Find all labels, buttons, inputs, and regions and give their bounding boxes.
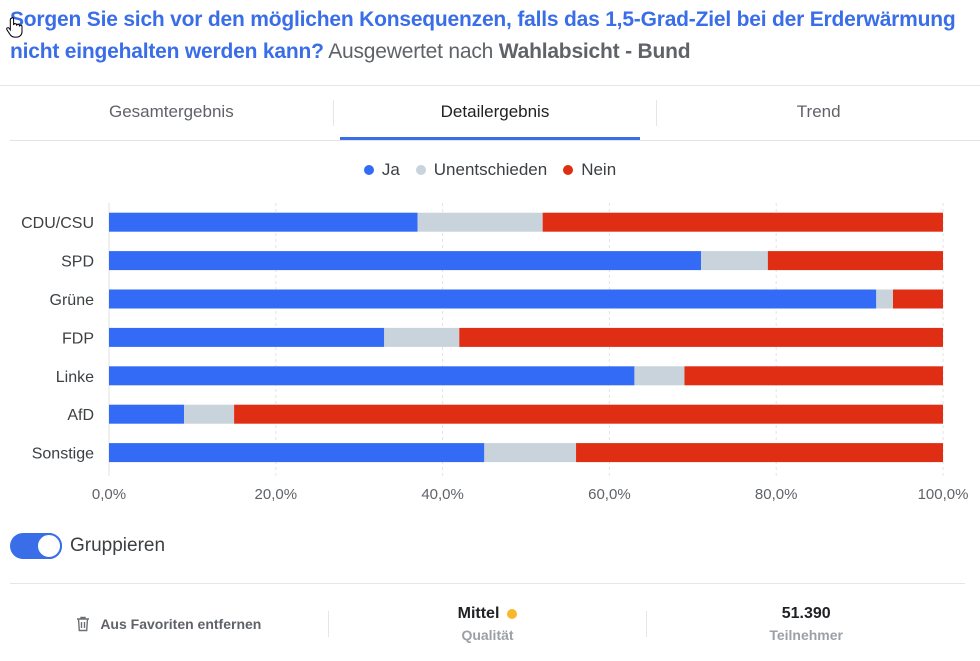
x-tick-label: 20,0%	[255, 486, 298, 503]
quality-value: Mittel	[457, 605, 500, 622]
bar-segment-nein[interactable]	[684, 366, 943, 386]
category-label: AfD	[67, 407, 94, 424]
group-toggle[interactable]	[10, 533, 62, 559]
bar-segment-unentschieden[interactable]	[634, 366, 685, 386]
bar-segment-nein[interactable]	[234, 404, 944, 424]
evaluated-prefix: Ausgewertet nach	[328, 40, 494, 63]
evaluated-by-value: Wahlabsicht - Bund	[498, 40, 691, 63]
category-label: Sonstige	[32, 446, 94, 463]
bar-segment-ja[interactable]	[109, 443, 485, 463]
legend-label-ja: Ja	[381, 160, 400, 179]
legend-item-unentschieden[interactable]: Unentschieden	[415, 160, 548, 180]
divider	[10, 583, 965, 584]
quality-stat: Mittel Qualität	[329, 596, 647, 652]
bar-segment-unentschieden[interactable]	[384, 327, 460, 347]
bar-segment-unentschieden[interactable]	[184, 404, 235, 424]
x-tick-label: 40,0%	[421, 486, 464, 503]
bar-segment-nein[interactable]	[576, 443, 943, 463]
bar-segment-unentschieden[interactable]	[701, 251, 768, 271]
bar-segment-nein[interactable]	[892, 289, 943, 309]
bar-segment-unentschieden[interactable]	[876, 289, 893, 309]
trash-icon	[77, 616, 90, 632]
participants-label: Teilnehmer	[769, 627, 843, 643]
category-label: CDU/CSU	[21, 215, 94, 232]
footer-separator	[327, 611, 329, 637]
quality-label: Qualität	[461, 627, 514, 643]
bar-segment-nein[interactable]	[542, 212, 943, 232]
participants-value: 51.390	[781, 605, 831, 622]
bar-segment-unentschieden[interactable]	[484, 443, 577, 463]
x-tick-label: 100,0%	[918, 486, 969, 503]
x-tick-label: 60,0%	[588, 486, 631, 503]
quality-indicator-dot	[507, 609, 518, 619]
tab-gesamtergebnis[interactable]: Gesamtergebnis	[108, 102, 234, 121]
footer-separator	[646, 611, 648, 637]
group-toggle-label: Gruppieren	[70, 535, 166, 556]
stacked-bar-chart: 0,0% 20,0% 40,0% 60,0% 80,0% 100,0% CDU/CSU SPD…	[21, 203, 969, 503]
category-label: SPD	[61, 254, 94, 271]
legend-item-nein[interactable]: Nein	[563, 160, 616, 180]
tab-separator	[332, 100, 334, 126]
participants-stat: 51.390 Teilnehmer	[647, 596, 965, 652]
footer: Aus Favoriten entfernen Mittel Qualität …	[10, 596, 965, 652]
legend-dot-ja	[363, 165, 374, 175]
category-label: Linke	[56, 369, 94, 386]
question-title: Sorgen Sie sich vor den möglichen Konseq…	[10, 4, 970, 68]
category-label: FDP	[62, 330, 94, 347]
legend-dot-unentschieden	[415, 165, 426, 175]
legend-label-unentschieden: Unentschieden	[433, 160, 548, 179]
bar-segment-nein[interactable]	[767, 251, 943, 271]
bar-segment-ja[interactable]	[109, 212, 418, 232]
bar-segment-ja[interactable]	[109, 404, 185, 424]
bar-segment-ja[interactable]	[109, 366, 635, 386]
bar-segment-unentschieden[interactable]	[417, 212, 543, 232]
bar-segment-ja[interactable]	[109, 251, 702, 271]
remove-favorite-button[interactable]: Aus Favoriten entfernen	[10, 596, 328, 652]
toggle-knob	[36, 533, 62, 559]
question-text[interactable]: Sorgen Sie sich vor den möglichen Konseq…	[10, 8, 956, 63]
tab-bar: Gesamtergebnis Detailergebnis Trend	[10, 86, 980, 141]
evaluated-by: Ausgewertet nach Wahlabsicht - Bund	[328, 40, 690, 63]
tab-detailergebnis[interactable]: Detailergebnis	[334, 86, 657, 140]
tab-trend[interactable]: Trend	[796, 102, 841, 121]
category-label: Grüne	[50, 292, 95, 309]
bar-segment-ja[interactable]	[109, 289, 877, 309]
chart-legend: Ja Unentschieden Nein	[0, 160, 980, 180]
x-tick-label: 0,0%	[92, 486, 126, 503]
x-tick-label: 80,0%	[755, 486, 798, 503]
tab-separator	[656, 100, 658, 126]
hand-cursor-icon	[6, 16, 23, 38]
legend-label-nein: Nein	[581, 160, 617, 179]
legend-dot-nein	[563, 165, 574, 175]
legend-item-ja[interactable]: Ja	[363, 160, 400, 180]
bar-segment-ja[interactable]	[109, 327, 385, 347]
remove-favorite-label: Aus Favoriten entfernen	[100, 616, 262, 632]
divider	[0, 85, 980, 86]
bar-segment-nein[interactable]	[459, 327, 943, 347]
